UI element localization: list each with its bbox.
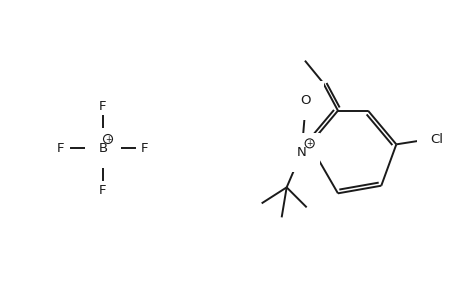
Text: F: F <box>141 142 148 154</box>
Text: N: N <box>296 146 306 159</box>
Text: +: + <box>105 134 111 143</box>
Text: F: F <box>99 184 106 196</box>
Text: F: F <box>99 100 106 112</box>
Text: O: O <box>300 94 311 107</box>
Text: +: + <box>306 139 312 148</box>
Text: B: B <box>98 142 107 154</box>
Text: Cl: Cl <box>429 133 442 146</box>
Text: F: F <box>57 142 65 154</box>
